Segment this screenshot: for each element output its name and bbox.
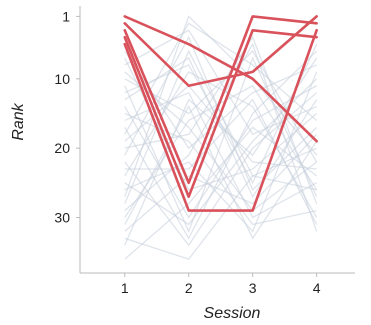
highlighted-series-line-4 — [123, 28, 318, 199]
x-tick-label-2: 2 — [185, 280, 193, 296]
highlighted-series-line-5 — [123, 28, 318, 212]
x-axis-ticks: 1 2 3 4 — [121, 273, 321, 296]
y-tick-label-10: 10 — [54, 71, 70, 87]
highlighted-series-line-1 — [123, 15, 318, 143]
x-tick-label-1: 1 — [121, 280, 129, 296]
background-series-line-16 — [124, 126, 318, 260]
background-series-line-19 — [124, 57, 318, 199]
y-axis-title: Rank — [10, 102, 27, 140]
background-series-line-29 — [124, 175, 317, 260]
background-series-line-24 — [124, 98, 318, 225]
y-tick-label-1: 1 — [62, 8, 70, 24]
highlighted-series-group — [123, 15, 318, 212]
y-tick-label-20: 20 — [54, 140, 70, 156]
background-series-line-30 — [124, 71, 318, 212]
x-tick-label-3: 3 — [249, 280, 257, 296]
background-series-line-18 — [124, 56, 318, 234]
y-tick-label-30: 30 — [54, 210, 70, 226]
x-axis-title: Session — [204, 305, 261, 322]
highlighted-series-line-2 — [123, 15, 318, 88]
x-tick-label-4: 4 — [313, 280, 321, 296]
background-series-line-28 — [124, 105, 318, 240]
highlighted-series-line-3 — [123, 15, 318, 185]
y-axis-ticks: 1 10 20 30 — [54, 8, 80, 226]
